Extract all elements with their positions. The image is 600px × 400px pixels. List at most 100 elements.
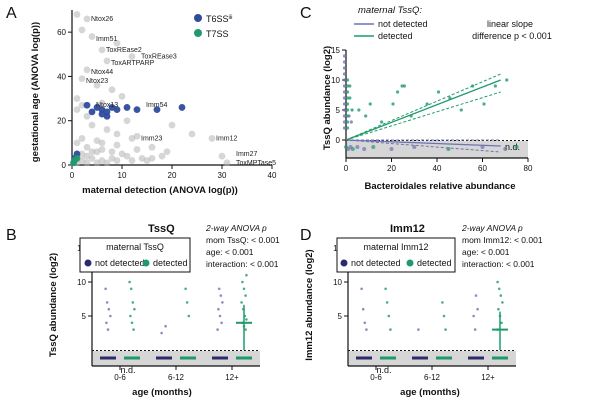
panel-c-ytick-label: 15	[331, 46, 340, 55]
panel-c-xtick-label: 60	[478, 164, 487, 173]
panel-c-point-nd	[480, 145, 485, 149]
panel-d-title: Imm12	[390, 223, 425, 235]
panel-c-xtick-label: 0	[344, 164, 349, 173]
panel-c-point-not-detected	[342, 78, 347, 82]
panel-d-point-detected	[500, 321, 503, 325]
panel-b-point-not-detected	[109, 314, 112, 318]
svg-text:2-way ANOVA p: 2-way ANOVA p	[461, 223, 523, 233]
svg-text:mom Imm12: < 0.001: mom Imm12: < 0.001	[462, 235, 543, 245]
svg-text:age: < 0.001: age: < 0.001	[462, 247, 510, 257]
panel-a-point-t6ss	[113, 106, 121, 114]
panel-a-xlabel: maternal detection (ANOVA log(p))	[82, 185, 238, 196]
panel-b-point-not-detected	[218, 314, 222, 318]
panel-b-point-detected	[245, 318, 248, 321]
panel-c-point-not-detected	[342, 72, 347, 76]
panel-c-ci-low-not-detected	[345, 139, 501, 153]
panel-c-point-not-detected	[342, 96, 347, 100]
svg-text:age: < 0.001: age: < 0.001	[206, 247, 254, 257]
panel-a-point-other	[98, 46, 106, 54]
panel-d-point-detected	[497, 307, 500, 311]
panel-c-point-detected	[505, 78, 509, 82]
panel-a-point-other	[88, 33, 96, 40]
panel-c-ytick-label: 5	[336, 106, 341, 115]
panel-a-point-other	[73, 95, 81, 102]
panel-d-legend: maternal Imm12 not detected detected	[336, 237, 456, 273]
panel-d-ylabel: Imm12 abundance (log2)	[304, 249, 315, 360]
panel-a-point-label: Imm51	[96, 36, 118, 43]
panel-b-point-detected	[244, 294, 247, 297]
panel-b-point-not-detected	[220, 321, 223, 325]
legend-t6ss-marker	[194, 14, 202, 22]
panel-d-legend-title: maternal Imm12	[363, 242, 428, 252]
panel-d-ytick-label: 10	[333, 278, 342, 287]
panel-d-point-detected	[441, 301, 444, 304]
panel-letter-a: A	[6, 5, 17, 22]
panel-d-xtick-label: 0-6	[370, 373, 382, 382]
panel-a-point-label: Ntox44	[91, 69, 113, 76]
panel-d-point-detected	[499, 294, 503, 297]
panel-a-point-other	[148, 143, 156, 151]
legend-t7ss-marker	[194, 29, 202, 37]
panel-c-xtick-label: 40	[433, 164, 442, 173]
svg-text:interaction: < 0.001: interaction: < 0.001	[462, 259, 535, 269]
panel-letter-c: C	[300, 5, 312, 22]
panel-a-xtick-label: 0	[70, 171, 75, 180]
panel-a-point-other	[108, 154, 116, 162]
panel-c-point-not-detected	[342, 126, 347, 130]
panel-c-point-detected	[482, 102, 486, 106]
panel-c-point-detected	[345, 114, 350, 118]
panel-c-point-nd	[412, 145, 417, 149]
panel-b-xlabel: age (months)	[132, 387, 192, 398]
panel-a-legend: T6SSiii T7SS	[188, 8, 264, 42]
panel-a-point-other	[103, 57, 111, 65]
panel-a-point-other	[223, 159, 231, 167]
panel-a-point-label: Imm12	[216, 135, 238, 142]
panel-d-nd-label: n.d.	[376, 365, 391, 375]
panel-b-point-detected	[241, 280, 244, 284]
panel-a-point-other	[83, 152, 91, 160]
panel-a-point-t6ss	[178, 104, 186, 111]
panel-a-point-other	[158, 152, 166, 160]
panel-a-point-other	[143, 157, 151, 164]
panel-d-point-detected	[442, 314, 446, 318]
panel-a-point-label: Imm27	[236, 151, 258, 158]
panel-b-xtick-label: 6-12	[168, 373, 185, 382]
panel-c-point-detected	[345, 96, 350, 100]
panel-c-point-detected	[425, 102, 429, 106]
panel-a-point-other	[83, 143, 91, 151]
panel-c-point-detected	[436, 90, 441, 94]
panel-d-point-not-detected	[417, 328, 420, 331]
panel-a-point-other	[163, 148, 171, 156]
panel-b-point-not-detected	[104, 287, 107, 291]
panel-a-point-other	[78, 26, 86, 34]
panel-a-point-other	[208, 135, 216, 142]
legend-t7ss-label: T7SS	[206, 29, 229, 39]
panel-a-point-other	[98, 139, 106, 147]
panel-b-point-not-detected	[219, 294, 223, 297]
panel-a-point-t6ss	[133, 106, 141, 114]
panel-a-point-other	[88, 148, 96, 156]
panel-d-point-not-detected	[474, 294, 478, 297]
panel-a-point-t7ss	[70, 159, 77, 167]
panel-b-legend-not-detected: not detected	[95, 258, 145, 268]
panel-d-legend-detected: detected	[417, 258, 452, 268]
panel-a-point-t6ss	[83, 101, 91, 109]
panel-letter-b: B	[6, 227, 17, 244]
panel-a-ytick-label: 0	[62, 161, 67, 170]
panel-c-xtick-label: 20	[387, 164, 396, 173]
panel-c-point-not-detected	[349, 120, 353, 124]
panel-b-point-detected	[132, 328, 135, 331]
panel-b-point-not-detected	[217, 287, 221, 291]
panel-a-ytick-label: 40	[57, 72, 66, 81]
panel-b-point-detected	[187, 314, 191, 318]
panel-a-point-t6ss	[88, 108, 96, 116]
panel-a-point-other	[133, 132, 141, 140]
panel-c-point-not-detected	[342, 90, 347, 94]
panel-b-point-detected	[184, 287, 187, 291]
panel-a-ylabel: gestational age (ANOVA log(p))	[30, 22, 41, 162]
panel-a-point-label: ToxREase2	[106, 47, 142, 54]
panel-c-point-detected	[400, 84, 404, 88]
panel-a-point-other	[83, 112, 91, 120]
